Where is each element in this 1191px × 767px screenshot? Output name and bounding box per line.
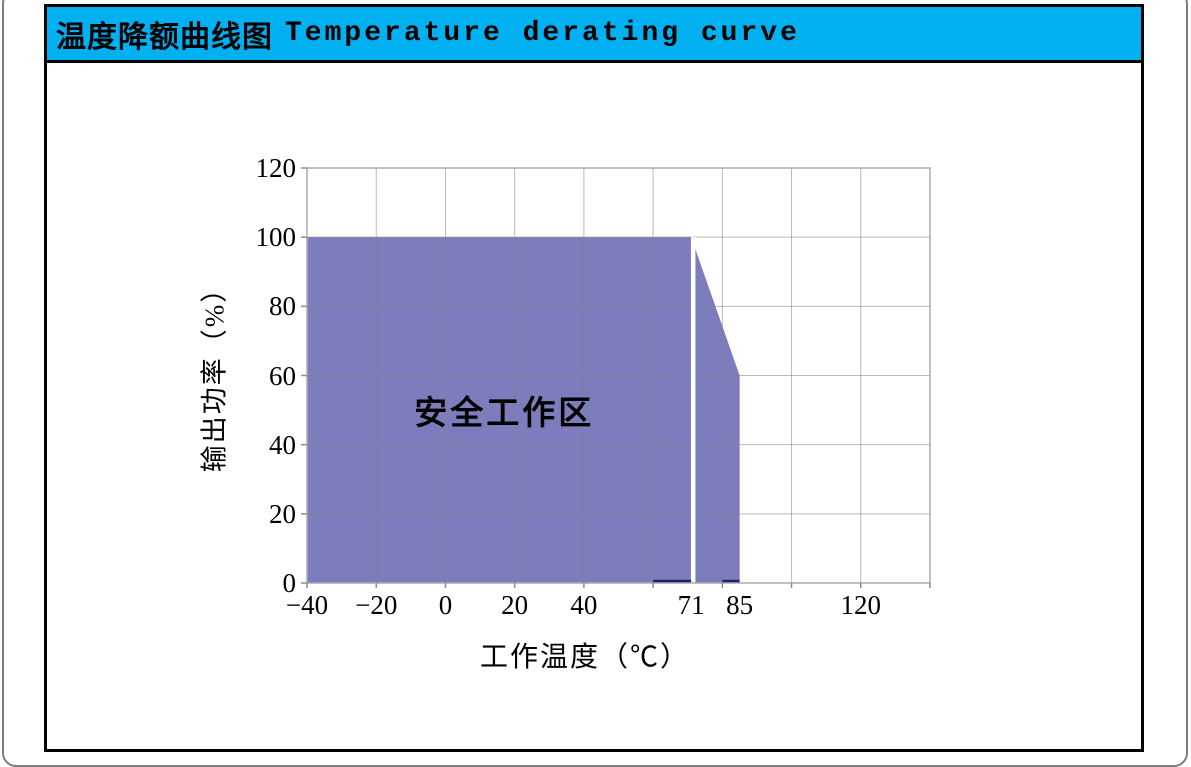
page-title-zh: 温度降额曲线图 [56, 20, 273, 54]
safe-area-fill [307, 237, 740, 583]
derating-chart [301, 167, 931, 588]
page-title-en: Temperature derating curve [285, 18, 800, 49]
header-bar: 温度降额曲线图 Temperature derating curve [47, 7, 1141, 63]
content-panel: 输出功率（%） 工作温度（℃） 0 20 40 60 80 100 120 −40 −20 0 20… [44, 4, 1144, 752]
